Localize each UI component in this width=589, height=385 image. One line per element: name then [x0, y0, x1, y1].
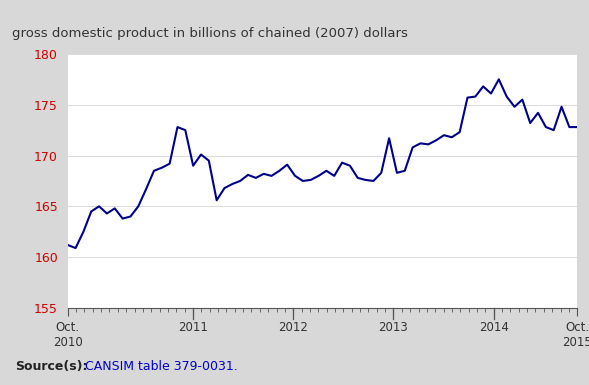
Text: Source(s):: Source(s):: [15, 360, 87, 373]
Text: CANSIM table 379-0031.: CANSIM table 379-0031.: [85, 360, 238, 373]
Text: gross domestic product in billions of chained (2007) dollars: gross domestic product in billions of ch…: [12, 27, 408, 40]
